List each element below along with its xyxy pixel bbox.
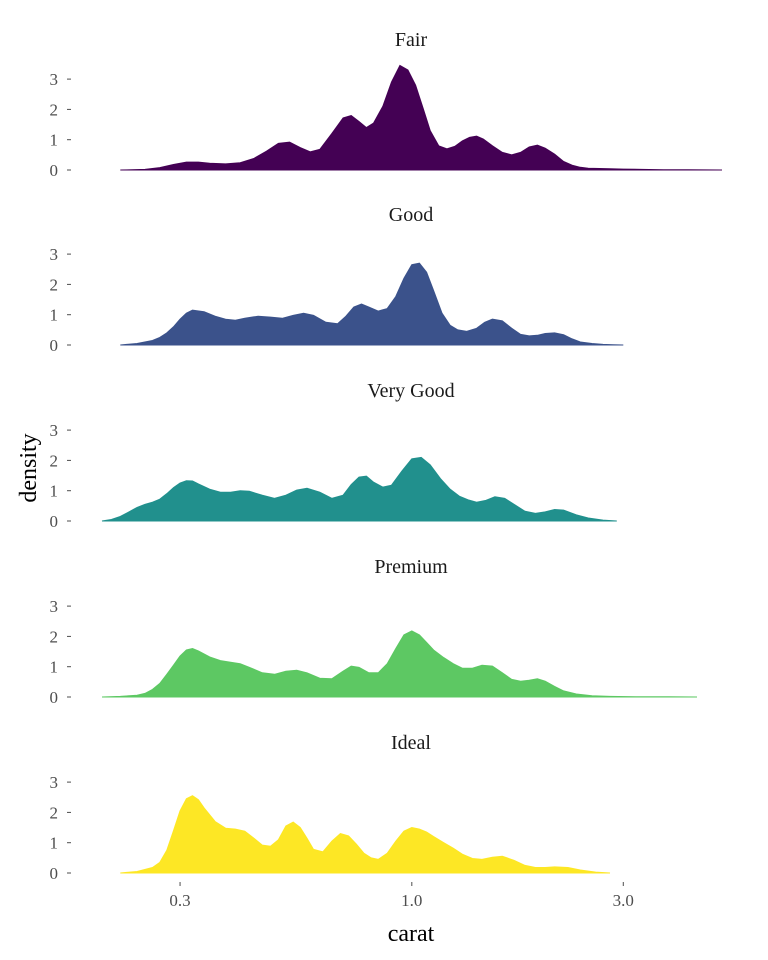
y-tick-label: 0 [50, 688, 59, 707]
y-tick-label: 1 [50, 482, 59, 501]
x-tick-label: 3.0 [613, 891, 634, 910]
y-tick-label: 0 [50, 336, 59, 355]
y-tick-label: 1 [50, 834, 59, 853]
x-tick-label: 1.0 [401, 891, 422, 910]
facet-ideal: Ideal 0 1 2 3 [50, 732, 611, 883]
density-area-good [120, 262, 624, 346]
x-tick-label: 0.3 [169, 891, 190, 910]
y-tick-label: 0 [50, 512, 59, 531]
y-tick-label: 3 [50, 597, 59, 616]
facet-good: Good 0 1 2 3 [50, 204, 624, 355]
x-axis-title: carat [388, 921, 435, 947]
density-area-premium [101, 630, 698, 698]
y-tick-label: 2 [50, 275, 59, 294]
facet-very-good: Very Good 0 1 2 3 [50, 380, 617, 531]
y-tick-label: 1 [50, 658, 59, 677]
density-area-ideal [120, 795, 611, 874]
y-tick-label: 0 [50, 864, 59, 883]
y-tick-label: 3 [50, 70, 59, 89]
density-area-fair [120, 64, 723, 171]
y-tick-label: 3 [50, 245, 59, 264]
facet-title: Good [389, 204, 433, 226]
facet-title: Fair [395, 29, 428, 51]
facet-title: Premium [374, 556, 448, 578]
y-tick-label: 3 [50, 421, 59, 440]
y-axis-title: density [16, 433, 42, 502]
facet-premium: Premium 0 1 2 3 [50, 556, 698, 707]
y-tick-label: 3 [50, 773, 59, 792]
facet-fair: Fair 0 1 2 3 [50, 29, 723, 180]
facet-title: Very Good [367, 380, 454, 402]
facet-panels: Fair 0 1 2 3 Good 0 1 2 3 Very Good 0 1 2 3 Premium 0 1 2 3… [50, 29, 723, 883]
facet-title: Ideal [391, 732, 431, 754]
y-tick-label: 1 [50, 306, 59, 325]
y-tick-label: 2 [50, 100, 59, 119]
y-tick-label: 2 [50, 803, 59, 822]
y-tick-label: 2 [50, 627, 59, 646]
y-tick-label: 0 [50, 161, 59, 180]
density-area-very-good [101, 456, 617, 522]
y-tick-label: 2 [50, 451, 59, 470]
y-tick-label: 1 [50, 131, 59, 150]
x-axis: 0.3 1.0 3.0 [169, 882, 634, 910]
